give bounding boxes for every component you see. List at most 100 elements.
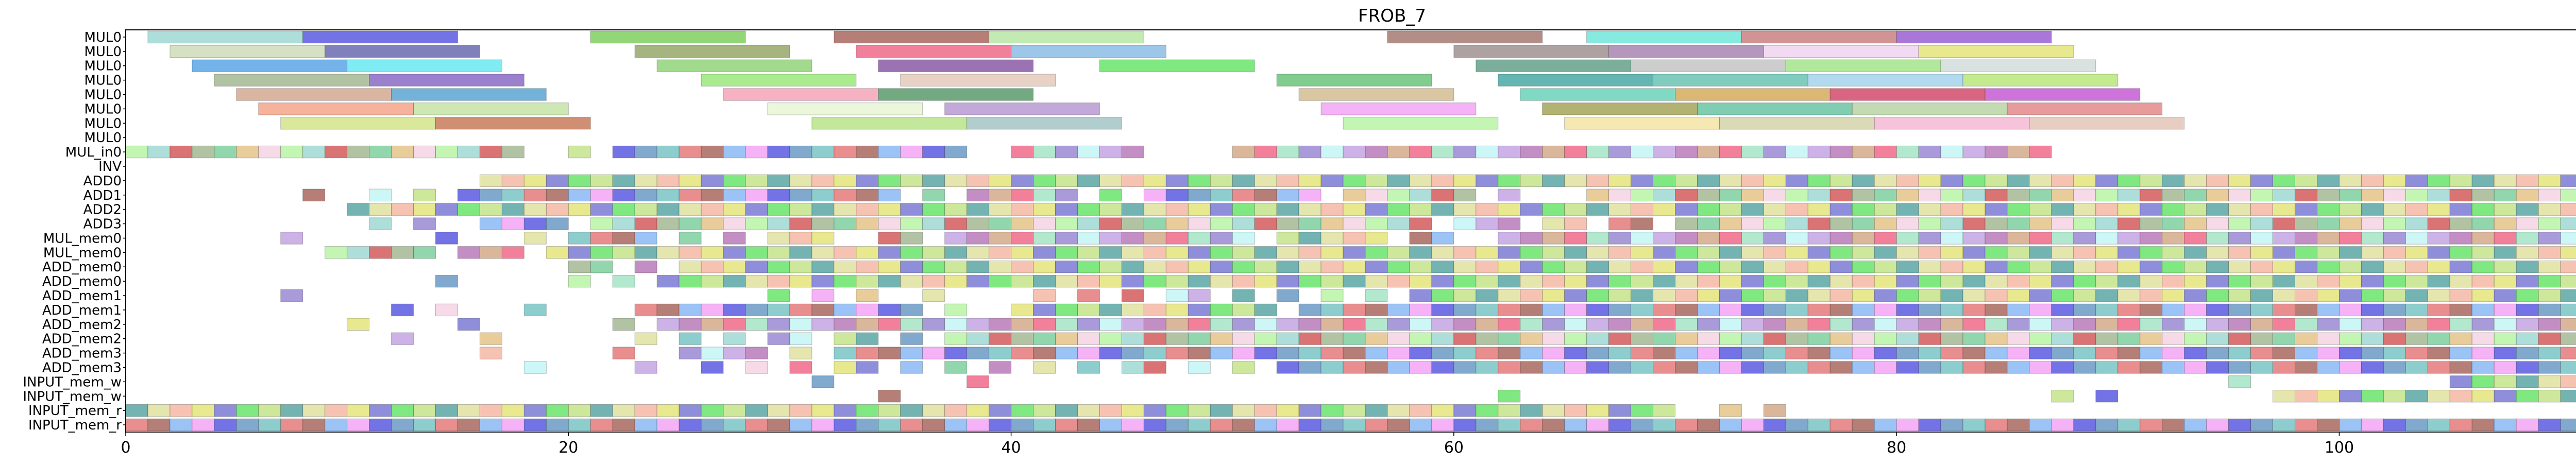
unit-task-bar (1962, 274, 1986, 288)
unit-task-bar (2560, 289, 2576, 302)
unit-task-bar (1320, 203, 1344, 216)
unit-task-bar (612, 232, 635, 245)
unit-task-bar (900, 418, 923, 432)
unit-task-bar (679, 318, 702, 331)
unit-task-bar (1498, 289, 1521, 302)
unit-task-bar (2338, 246, 2362, 259)
unit-task-bar (878, 174, 901, 187)
unit-task-bar (457, 404, 480, 417)
unit-task-bar (2184, 246, 2207, 259)
unit-task-bar (501, 418, 524, 432)
unit-task-bar (2273, 174, 2295, 187)
unit-task-bar (1320, 332, 1344, 345)
unit-task-bar (479, 246, 502, 259)
unit-task-bar (745, 303, 768, 317)
unit-task-bar (811, 203, 835, 216)
unit-task-bar (2162, 203, 2185, 216)
unit-task-bar (1343, 188, 1366, 201)
mul-task-bar (1608, 45, 1764, 58)
unit-task-bar (2117, 232, 2141, 245)
unit-task-bar (1719, 203, 1742, 216)
unit-task-bar (745, 418, 768, 432)
unit-task-bar (2273, 246, 2295, 259)
unit-task-bar (723, 318, 746, 331)
unit-task-bar (479, 174, 502, 187)
unit-task-bar (1055, 332, 1078, 345)
unit-task-bar (856, 361, 879, 374)
unit-task-bar (944, 318, 968, 331)
unit-task-bar (900, 347, 923, 359)
unit-task-bar (1232, 217, 1255, 230)
unit-task-bar (2228, 274, 2251, 288)
unit-task-bar (2471, 303, 2495, 317)
unit-task-bar (2250, 261, 2274, 273)
unit-task-bar (1807, 246, 1831, 259)
unit-task-bar (1608, 289, 1632, 302)
unit-task-bar (1675, 232, 1698, 245)
unit-task-bar (1254, 203, 1277, 216)
unit-task-bar (1077, 347, 1100, 359)
unit-task-bar (2427, 289, 2450, 302)
unit-task-bar (2295, 274, 2317, 288)
unit-task-bar (2295, 318, 2317, 331)
unit-task-bar (2383, 217, 2406, 230)
unit-task-bar (413, 217, 436, 230)
unit-task-bar (1143, 188, 1166, 201)
unit-task-bar (2250, 303, 2274, 317)
unit-task-bar (767, 274, 790, 288)
unit-task-bar (546, 203, 569, 216)
unit-task-bar (1564, 203, 1587, 216)
unit-task-bar (1542, 145, 1565, 159)
unit-task-bar (1608, 347, 1632, 359)
unit-task-bar (1033, 303, 1056, 317)
unit-task-bar (856, 203, 879, 216)
unit-task-bar (1675, 174, 1698, 187)
unit-task-bar (2361, 232, 2384, 245)
unit-task-bar (325, 418, 348, 432)
unit-task-bar (2162, 246, 2185, 259)
unit-task-bar (1940, 347, 1963, 359)
unit-task-bar (1631, 418, 1654, 432)
unit-task-bar (789, 246, 812, 259)
unit-task-bar (1807, 318, 1831, 331)
unit-task-bar (1121, 347, 1144, 359)
unit-task-bar (834, 246, 857, 259)
unit-task-bar (1586, 332, 1609, 345)
unit-task-bar (745, 246, 768, 259)
unit-task-bar (1476, 332, 1499, 345)
unit-task-bar (701, 174, 724, 187)
mul-task-bar (723, 88, 879, 101)
unit-task-bar (2449, 418, 2472, 432)
unit-task-bar (2494, 217, 2517, 230)
unit-task-bar (2494, 246, 2517, 259)
unit-task-bar (1077, 404, 1100, 417)
unit-task-bar (568, 246, 591, 259)
unit-task-bar (391, 303, 414, 317)
unit-task-bar (878, 217, 901, 230)
unit-task-bar (1852, 318, 1875, 331)
unit-task-bar (1608, 232, 1632, 245)
unit-task-bar (2471, 188, 2495, 201)
unit-task-bar (767, 145, 790, 159)
unit-task-bar (1055, 232, 1078, 245)
unit-task-bar (1232, 289, 1255, 302)
unit-task-bar (2250, 332, 2274, 345)
unit-task-bar (701, 361, 724, 374)
unit-task-bar (1276, 145, 1299, 159)
unit-task-bar (1697, 246, 1720, 259)
unit-task-bar (1631, 246, 1654, 259)
unit-task-bar (2073, 174, 2096, 187)
unit-task-bar (2273, 361, 2295, 374)
unit-task-bar (1542, 217, 1565, 230)
unit-task-bar (1188, 289, 1211, 302)
unit-task-bar (1962, 217, 1986, 230)
unit-task-bar (634, 246, 657, 259)
unit-task-bar (1143, 303, 1166, 317)
unit-task-bar (811, 289, 835, 302)
unit-task-bar (1453, 274, 1477, 288)
unit-task-bar (2273, 418, 2295, 432)
unit-task-bar (2117, 289, 2141, 302)
unit-task-bar (2494, 289, 2517, 302)
unit-task-bar (1165, 332, 1189, 345)
unit-task-bar (1719, 274, 1742, 288)
